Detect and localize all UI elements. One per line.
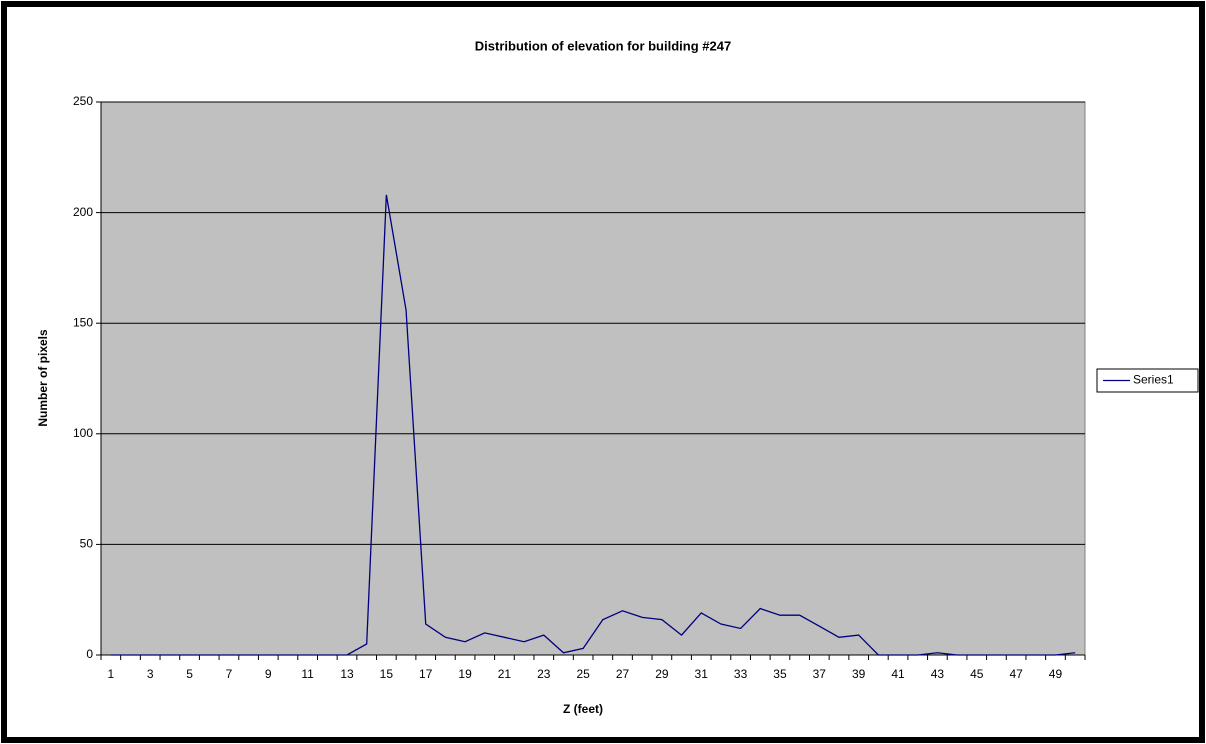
x-axis-label: Z (feet) bbox=[563, 702, 603, 716]
x-tick-label: 41 bbox=[891, 667, 905, 681]
x-tick-label: 7 bbox=[226, 667, 233, 681]
x-tick-label: 1 bbox=[107, 667, 114, 681]
x-tick-label: 49 bbox=[1049, 667, 1063, 681]
x-tick-label: 5 bbox=[186, 667, 193, 681]
x-tick-label: 29 bbox=[655, 667, 669, 681]
y-tick-label: 150 bbox=[73, 315, 93, 329]
x-tick-label: 27 bbox=[616, 667, 630, 681]
x-tick-label: 23 bbox=[537, 667, 551, 681]
x-tick-label: 9 bbox=[265, 667, 272, 681]
x-tick-label: 21 bbox=[498, 667, 512, 681]
x-tick-label: 37 bbox=[813, 667, 827, 681]
x-tick-label: 31 bbox=[695, 667, 709, 681]
chart-title: Distribution of elevation for building #… bbox=[475, 38, 731, 53]
x-tick-label: 33 bbox=[734, 667, 748, 681]
data-line bbox=[110, 194, 1076, 656]
x-tick-label: 25 bbox=[576, 667, 590, 681]
y-axis-label: Number of pixels bbox=[36, 329, 50, 427]
x-tick-label: 45 bbox=[970, 667, 984, 681]
x-tick-label: 15 bbox=[380, 667, 394, 681]
x-tick-label: 43 bbox=[931, 667, 945, 681]
x-tick-label: 39 bbox=[852, 667, 866, 681]
y-tick-label: 100 bbox=[73, 426, 93, 440]
x-tick-label: 35 bbox=[773, 667, 787, 681]
y-tick-label: 0 bbox=[86, 647, 93, 661]
x-tick-label: 11 bbox=[301, 667, 314, 681]
y-tick-label: 200 bbox=[73, 205, 93, 219]
x-tick-label: 17 bbox=[419, 667, 433, 681]
plot-area bbox=[100, 101, 1086, 656]
legend-box bbox=[1096, 368, 1199, 393]
legend-label: Series1 bbox=[1133, 373, 1174, 387]
x-tick-label: 19 bbox=[458, 667, 472, 681]
x-tick-label: 47 bbox=[1009, 667, 1023, 681]
y-tick-label: 250 bbox=[73, 94, 93, 108]
x-tick-label: 13 bbox=[340, 667, 354, 681]
y-tick-label: 50 bbox=[80, 537, 94, 551]
x-tick-label: 3 bbox=[147, 667, 154, 681]
